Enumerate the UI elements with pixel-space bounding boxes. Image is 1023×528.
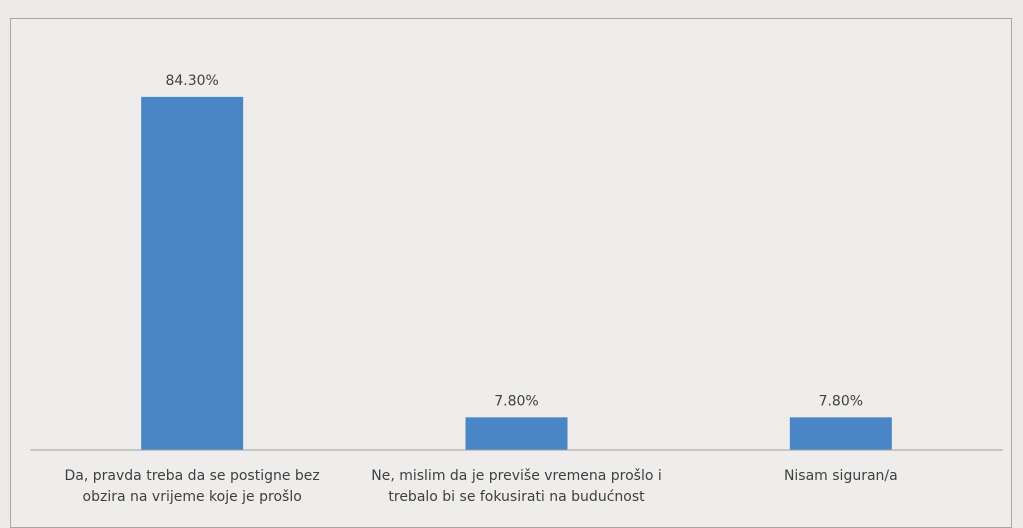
bar xyxy=(465,417,568,450)
x-tick-label: Da, pravda treba da se postigne bez obzi… xyxy=(64,468,320,505)
value-label: 7.80% xyxy=(494,393,538,409)
bar xyxy=(789,417,892,450)
value-label: 7.80% xyxy=(819,393,863,409)
bar xyxy=(141,96,244,451)
x-tick-label: Nisam siguran/a xyxy=(783,468,898,484)
x-tick-label: Ne, mislim da je previše vremena prošlo … xyxy=(371,468,662,505)
value-label: 84.30% xyxy=(165,73,218,89)
